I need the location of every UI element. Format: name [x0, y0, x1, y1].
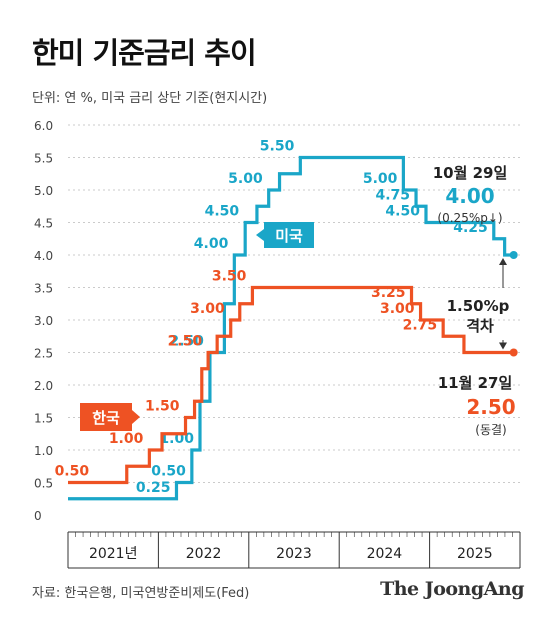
y-tick-label: 5.5: [34, 152, 53, 166]
korea-legend-tag: [80, 403, 132, 431]
y-tick-label: 0: [34, 509, 42, 523]
korea-data-label: 2.75: [403, 317, 438, 333]
y-tick-label: 3.0: [34, 314, 53, 328]
korea-data-label: 3.50: [212, 269, 247, 285]
korea-latest-point: [509, 348, 518, 357]
korea-data-label: 3.00: [190, 301, 225, 317]
korea-data-label: 3.00: [380, 301, 415, 317]
us-rate-line: [68, 155, 514, 501]
korea-legend-pointer: [132, 410, 140, 424]
us-data-label: 0.25: [136, 480, 171, 496]
x-tick-label: 2021년: [89, 546, 138, 562]
y-tick-label: 2.5: [34, 347, 53, 361]
korea-latest-value: 2.50: [466, 395, 515, 419]
us-data-label: 4.00: [194, 236, 229, 252]
us-data-label: 2.50: [169, 334, 204, 350]
chart-title: 한미 기준금리 추이: [32, 36, 257, 70]
us-data-label: 4.25: [453, 220, 488, 236]
brand-logo: The JoongAng: [380, 578, 524, 600]
us-data-label: 4.75: [375, 187, 410, 203]
korea-latest-date: 11월 27일: [438, 374, 513, 392]
gap-value: 1.50%p: [447, 297, 510, 315]
us-latest-change: (0.25%p↓): [437, 211, 502, 225]
us-latest-value: 4.00: [445, 184, 494, 208]
us-legend-label: 미국: [275, 227, 303, 245]
x-tick-label: 2025: [457, 546, 493, 562]
x-tick-label: 2023: [276, 546, 312, 562]
y-tick-label: 2.0: [34, 379, 53, 393]
korea-data-label: 1.50: [145, 399, 180, 415]
us-data-label: 4.50: [385, 204, 420, 220]
x-tick-label: 2024: [367, 546, 403, 562]
us-latest-point: [509, 251, 518, 259]
korea-rate-line: [68, 285, 514, 485]
source-note: 자료: 한국은행, 미국연방준비제도(Fed): [32, 586, 250, 601]
y-tick-label: 4.5: [34, 217, 53, 231]
unit-note: 단위: 연 %, 미국 금리 상단 기준(현지시간): [32, 91, 268, 106]
y-tick-label: 0.5: [34, 477, 53, 491]
us-data-label: 5.50: [260, 139, 295, 155]
gap-arrow-up: [499, 258, 507, 265]
us-data-label: 5.00: [228, 171, 263, 187]
korea-data-label: 0.50: [55, 464, 90, 480]
korea-data-label: 1.00: [109, 431, 144, 447]
y-tick-label: 4.0: [34, 249, 53, 263]
korea-latest-note: (동결): [475, 423, 506, 437]
us-legend-pointer: [256, 229, 264, 241]
x-tick-label: 2022: [186, 546, 222, 562]
gap-arrow-down: [499, 342, 507, 350]
y-tick-label: 6.0: [34, 119, 53, 133]
us-legend-tag: [264, 222, 314, 248]
us-data-label: 5.00: [363, 171, 398, 187]
korea-data-label: 3.25: [371, 285, 406, 301]
y-tick-label: 1.0: [34, 444, 53, 458]
us-data-label: 4.50: [205, 204, 240, 220]
us-latest-date: 10월 29일: [433, 164, 508, 182]
y-tick-label: 1.5: [34, 412, 53, 426]
y-tick-label: 5.0: [34, 184, 53, 198]
y-tick-label: 3.5: [34, 282, 53, 296]
gap-label: 격차: [466, 317, 494, 335]
us-data-label: 0.50: [151, 464, 186, 480]
korea-legend-label: 한국: [92, 409, 120, 427]
korea-data-label: 2.50: [168, 334, 203, 350]
